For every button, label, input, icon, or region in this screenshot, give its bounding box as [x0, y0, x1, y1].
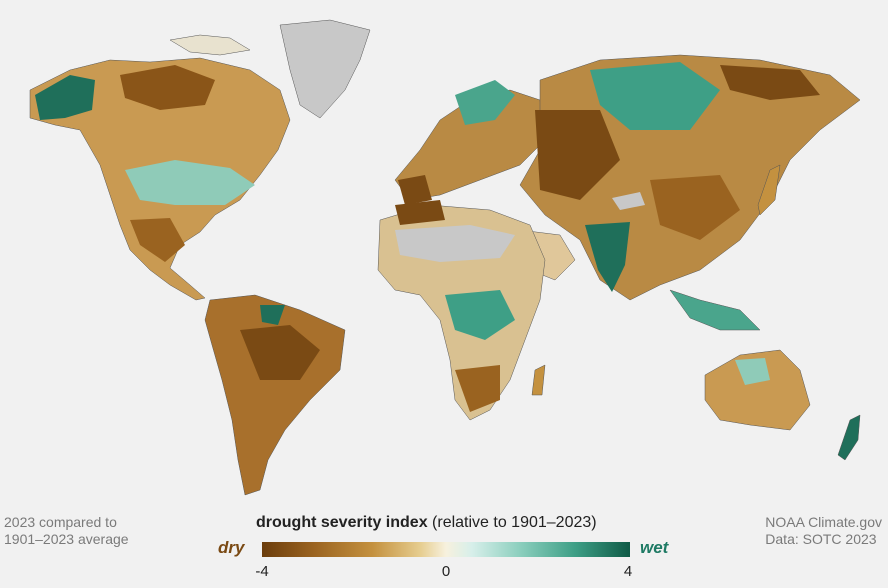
india-wet — [585, 222, 630, 292]
southeast-asia — [669, 289, 761, 331]
legend-tick-zero: 0 — [441, 563, 451, 580]
legend-color-bar — [262, 542, 630, 557]
madagascar — [531, 364, 546, 396]
greenland — [279, 19, 371, 119]
alaska-wet — [35, 75, 95, 120]
scandinavia-wet — [455, 80, 515, 125]
china-mixed — [650, 175, 740, 240]
tibet-no-data — [612, 192, 645, 210]
central-asia-dry — [535, 110, 620, 200]
southern-africa-dry — [455, 365, 500, 412]
north-africa-dry — [395, 200, 445, 225]
usa-mixed — [125, 160, 255, 205]
source-note-line1: NOAA Climate.gov — [765, 514, 882, 530]
northeast-asia-dry — [720, 65, 820, 100]
legend-title: drought severity index (relative to 1901… — [256, 514, 597, 532]
legend-tick-max: 4 — [623, 563, 633, 580]
comparison-note-line2: 1901–2023 average — [4, 531, 129, 547]
legend-title-rest: (relative to 1901–2023) — [427, 514, 597, 531]
new-zealand — [837, 414, 861, 461]
central-africa-wet — [445, 290, 515, 340]
arctic-islands — [169, 34, 251, 56]
siberia-wet — [590, 62, 720, 130]
iberia-dry — [398, 175, 432, 205]
sahara-no-data — [395, 225, 515, 262]
legend-wet-label: wet — [640, 538, 669, 557]
comparison-note-line1: 2023 compared to — [4, 514, 117, 530]
australia-wet-patch — [735, 358, 770, 385]
world-drought-map — [29, 19, 861, 496]
legend-tick-min: -4 — [255, 563, 269, 580]
amazon-wet — [260, 305, 285, 325]
japan — [757, 164, 781, 216]
comparison-note: 2023 compared to 1901–2023 average — [4, 514, 129, 548]
legend-title-bold: drought severity index — [256, 514, 428, 531]
canada-dry — [120, 65, 215, 110]
brazil-dry — [240, 325, 320, 380]
south-america — [204, 294, 346, 496]
source-note-line2: Data: SOTC 2023 — [765, 531, 877, 547]
australia — [704, 349, 811, 431]
source-note: NOAA Climate.gov Data: SOTC 2023 — [765, 514, 882, 548]
mexico-dry — [130, 218, 185, 262]
legend-dry-label: dry — [218, 538, 245, 557]
